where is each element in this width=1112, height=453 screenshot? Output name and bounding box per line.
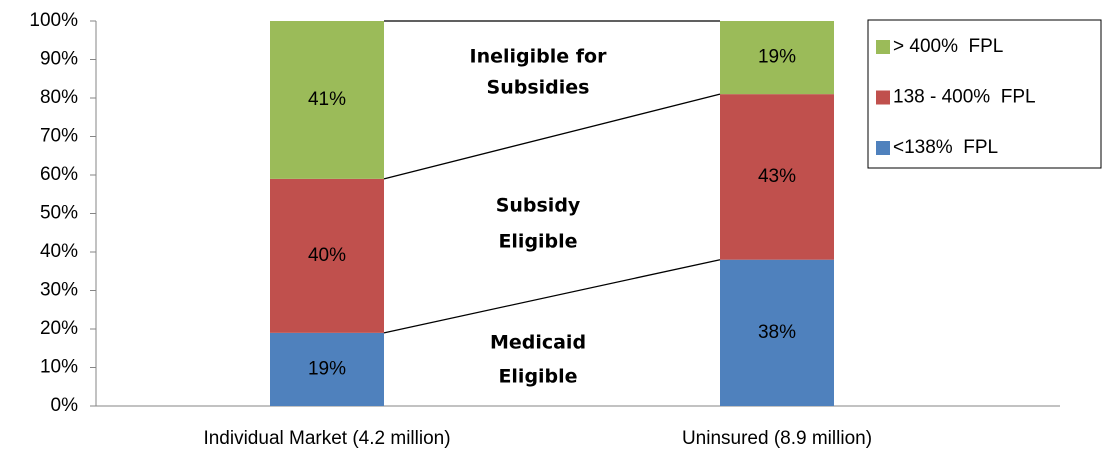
x-tick-label: Uninsured (8.9 million)	[682, 428, 872, 449]
legend-swatch	[876, 141, 890, 155]
y-tick-label: 90%	[40, 49, 78, 70]
y-tick-label: 100%	[29, 10, 78, 31]
connector-line	[383, 259, 721, 334]
value-label: 41%	[308, 89, 346, 110]
y-tick-label: 50%	[40, 203, 78, 224]
legend-swatch	[876, 90, 890, 105]
annotation: Eligible	[498, 366, 577, 388]
y-tick-label: 60%	[40, 164, 78, 185]
y-tick-label: 80%	[40, 87, 78, 108]
y-tick-label: 0%	[51, 395, 79, 416]
value-label: 19%	[308, 358, 346, 379]
y-tick-label: 40%	[40, 241, 78, 262]
value-label: 38%	[758, 322, 796, 343]
bar-segment	[270, 178, 384, 333]
value-label: 19%	[758, 47, 796, 68]
legend-swatch	[876, 40, 890, 54]
x-tick-label: Individual Market (4.2 million)	[203, 428, 450, 449]
y-tick-label: 20%	[40, 318, 78, 339]
bar-segment	[720, 259, 834, 406]
bar-segment	[720, 21, 834, 95]
y-tick-label: 10%	[40, 357, 78, 378]
y-tick-label: 70%	[40, 126, 78, 147]
annotation: Medicaid	[490, 332, 586, 354]
bar-segment	[270, 332, 384, 406]
bar-segment	[270, 21, 384, 179]
legend-label: 138 - 400% FPL	[893, 87, 1036, 108]
annotation: Ineligible for	[470, 46, 608, 68]
value-label: 40%	[308, 245, 346, 266]
bar-segment	[720, 94, 834, 260]
legend-label: <138% FPL	[893, 137, 998, 158]
connector-line	[383, 93, 721, 180]
legend-box	[867, 19, 1102, 169]
annotation: Subsidy	[496, 195, 581, 217]
annotation: Eligible	[498, 231, 577, 253]
value-label: 43%	[758, 166, 796, 187]
y-tick-label: 30%	[40, 280, 78, 301]
legend-label: > 400% FPL	[893, 36, 1003, 57]
annotation: Subsidies	[487, 77, 590, 99]
